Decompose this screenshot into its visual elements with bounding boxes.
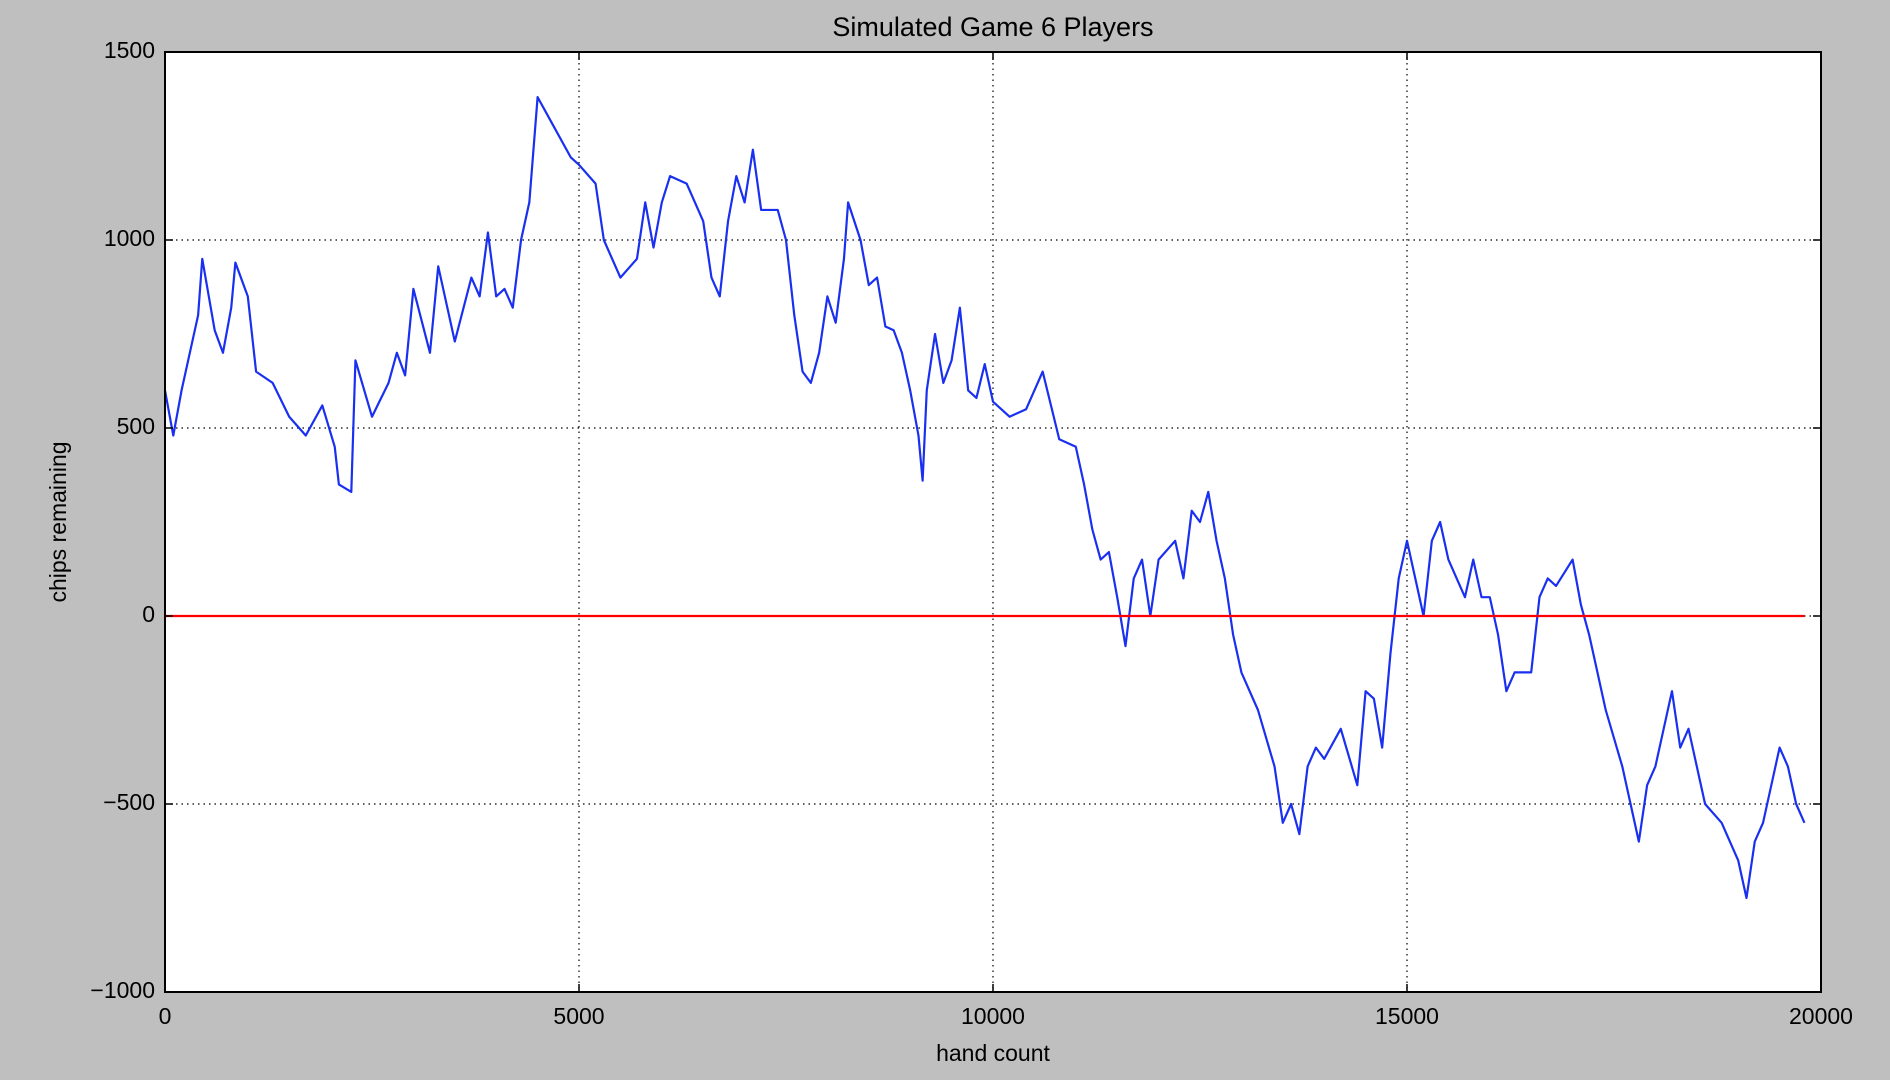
x-tick-label: 15000: [1375, 1003, 1439, 1029]
x-tick-label: 10000: [961, 1003, 1025, 1029]
y-tick-label: 500: [117, 413, 155, 439]
plot-area: [165, 52, 1821, 992]
y-tick-label: 0: [142, 601, 155, 627]
y-tick-label: 1000: [104, 225, 155, 251]
x-tick-label: 0: [159, 1003, 172, 1029]
ticks: 0 5000 10000 15000 20000 −1000 −500 0 500 1000 150…: [90, 37, 1853, 1029]
lines: [163, 96, 1806, 900]
y-axis-label: chips remaining: [45, 441, 71, 602]
data-line: [163, 96, 1806, 900]
x-tick-label: 5000: [553, 1003, 604, 1029]
y-tick-label: −1000: [90, 977, 155, 1003]
x-tick-label: 20000: [1789, 1003, 1853, 1029]
x-axis-label: hand count: [936, 1040, 1050, 1066]
y-tick-label: −500: [103, 789, 155, 815]
y-tick-label: 1500: [104, 37, 155, 63]
chart-title: Simulated Game 6 Players: [832, 12, 1153, 42]
